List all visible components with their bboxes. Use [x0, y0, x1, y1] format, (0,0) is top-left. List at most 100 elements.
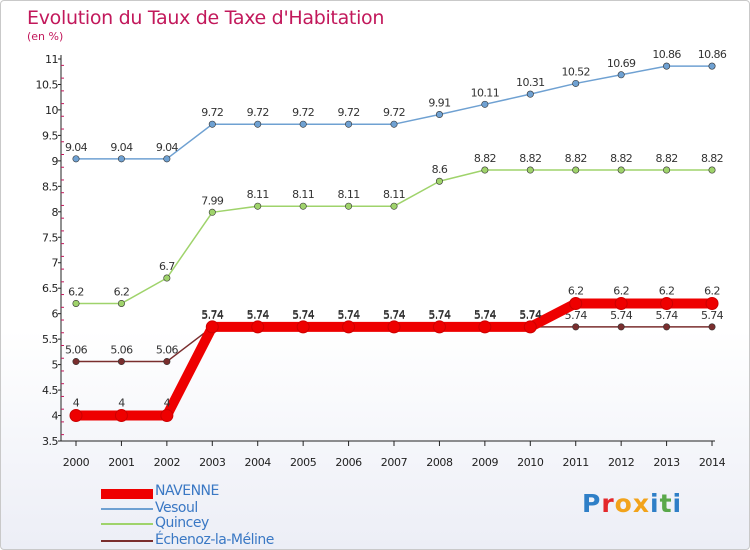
logo-letter: i: [672, 489, 683, 518]
data-point--chenoz-la-m-line: [572, 323, 580, 331]
data-point-quincey: [299, 202, 307, 210]
data-point-vesoul: [708, 62, 716, 70]
y-tick-label: 6.5: [42, 282, 58, 295]
y-tick-label: 5.5: [42, 333, 58, 346]
x-tick-label: 2013: [653, 456, 680, 469]
data-label-quincey: 7.99: [201, 194, 224, 207]
logo-letter: t: [659, 489, 673, 518]
data-label-navenne: 5.74: [519, 308, 542, 321]
data-point-navenne: [205, 320, 219, 334]
data-label-quincey: 8.82: [701, 152, 723, 165]
y-tick-label: 7: [52, 257, 59, 270]
data-label-vesoul: 9.72: [201, 106, 223, 119]
data-label--chenoz-la-m-line: 5.74: [610, 309, 633, 322]
data-label-vesoul: 9.04: [65, 141, 88, 154]
x-tick-label: 2009: [472, 456, 499, 469]
y-tick-label: 8: [52, 206, 59, 219]
y-tick-label: 6: [52, 308, 59, 321]
data-point-navenne: [114, 409, 128, 423]
data-label-navenne: 4: [118, 397, 125, 410]
data-point-navenne: [660, 296, 674, 310]
data-label-vesoul: 9.72: [292, 106, 314, 119]
data-label-quincey: 8.11: [247, 188, 269, 201]
data-point-navenne: [251, 320, 265, 334]
data-point-vesoul: [481, 100, 489, 108]
data-label-vesoul: 10.86: [698, 48, 727, 61]
data-label-quincey: 8.6: [432, 163, 448, 176]
data-point-vesoul: [526, 90, 534, 98]
legend-label-vesoul: Vesoul: [155, 500, 198, 516]
legend-label-quincey: Quincey: [155, 515, 209, 531]
x-tick-label: 2002: [154, 456, 180, 469]
data-point-vesoul: [617, 71, 625, 79]
data-label-vesoul: 9.91: [428, 97, 450, 110]
data-label--chenoz-la-m-line: 5.06: [110, 344, 133, 357]
data-label-navenne: 5.74: [338, 308, 361, 321]
data-point-navenne: [160, 409, 174, 423]
chart-subtitle: (en %): [27, 30, 64, 43]
data-point-quincey: [617, 166, 625, 174]
y-tick-label: 4.5: [42, 384, 58, 397]
data-label--chenoz-la-m-line: 5.74: [428, 309, 451, 322]
y-tick-label: 9: [52, 155, 59, 168]
data-point-navenne: [432, 320, 446, 334]
x-tick-label: 2007: [381, 456, 408, 469]
x-tick-label: 2008: [426, 456, 453, 469]
data-label--chenoz-la-m-line: 5.74: [338, 309, 361, 322]
data-point-quincey: [208, 208, 216, 216]
data-label-navenne: 5.74: [428, 308, 451, 321]
data-label--chenoz-la-m-line: 5.74: [656, 309, 679, 322]
legend-swatch-echenoz: [101, 540, 153, 542]
x-tick-label: 2006: [335, 456, 362, 469]
y-tick-label: 3.5: [42, 435, 58, 448]
data-label--chenoz-la-m-line: 5.74: [701, 309, 724, 322]
data-label-quincey: 6.2: [114, 285, 130, 298]
data-point-vesoul: [117, 155, 125, 163]
data-point-quincey: [663, 166, 671, 174]
data-label-vesoul: 9.72: [383, 106, 405, 119]
data-label-navenne: 5.74: [474, 308, 497, 321]
data-point--chenoz-la-m-line: [117, 358, 125, 366]
data-point-vesoul: [254, 120, 262, 128]
data-point--chenoz-la-m-line: [663, 323, 671, 331]
y-tick-label: 10.5: [36, 78, 59, 91]
y-tick-label: 5: [52, 359, 59, 372]
data-label-navenne: 5.74: [383, 308, 406, 321]
data-label-vesoul: 9.04: [156, 141, 179, 154]
data-label-navenne: 4: [73, 397, 80, 410]
data-label-vesoul: 9.72: [247, 106, 269, 119]
data-point-quincey: [254, 202, 262, 210]
x-tick-label: 2005: [290, 456, 317, 469]
data-label-vesoul: 10.86: [652, 48, 681, 61]
data-point-navenne: [69, 409, 83, 423]
y-tick-label: 7.5: [42, 231, 58, 244]
data-label-navenne: 6.2: [704, 284, 720, 297]
data-label-navenne: 5.74: [247, 308, 270, 321]
data-label-quincey: 6.2: [68, 285, 84, 298]
data-label-vesoul: 9.72: [338, 106, 360, 119]
data-point--chenoz-la-m-line: [163, 358, 171, 366]
logo-letter: P: [582, 489, 602, 518]
data-label-quincey: 8.82: [565, 152, 587, 165]
x-tick-label: 2010: [517, 456, 544, 469]
legend-swatch-navenne: [101, 489, 153, 499]
data-label--chenoz-la-m-line: 5.74: [201, 309, 224, 322]
y-tick-label: 11: [45, 53, 58, 66]
data-point-quincey: [390, 202, 398, 210]
data-label-quincey: 8.82: [610, 152, 632, 165]
data-point-vesoul: [663, 62, 671, 70]
x-tick-label: 2014: [699, 456, 726, 469]
data-point-vesoul: [572, 79, 580, 87]
data-label--chenoz-la-m-line: 5.74: [383, 309, 406, 322]
chart-title: Evolution du Taux de Taxe d'Habitation: [27, 7, 385, 29]
data-label-vesoul: 10.31: [516, 76, 545, 89]
data-label--chenoz-la-m-line: 5.74: [474, 309, 497, 322]
data-label--chenoz-la-m-line: 5.74: [565, 309, 588, 322]
data-point-quincey: [708, 166, 716, 174]
data-label--chenoz-la-m-line: 5.06: [156, 344, 179, 357]
data-point-quincey: [526, 166, 534, 174]
data-point-navenne: [705, 296, 719, 310]
y-tick-label: 4: [52, 410, 59, 423]
